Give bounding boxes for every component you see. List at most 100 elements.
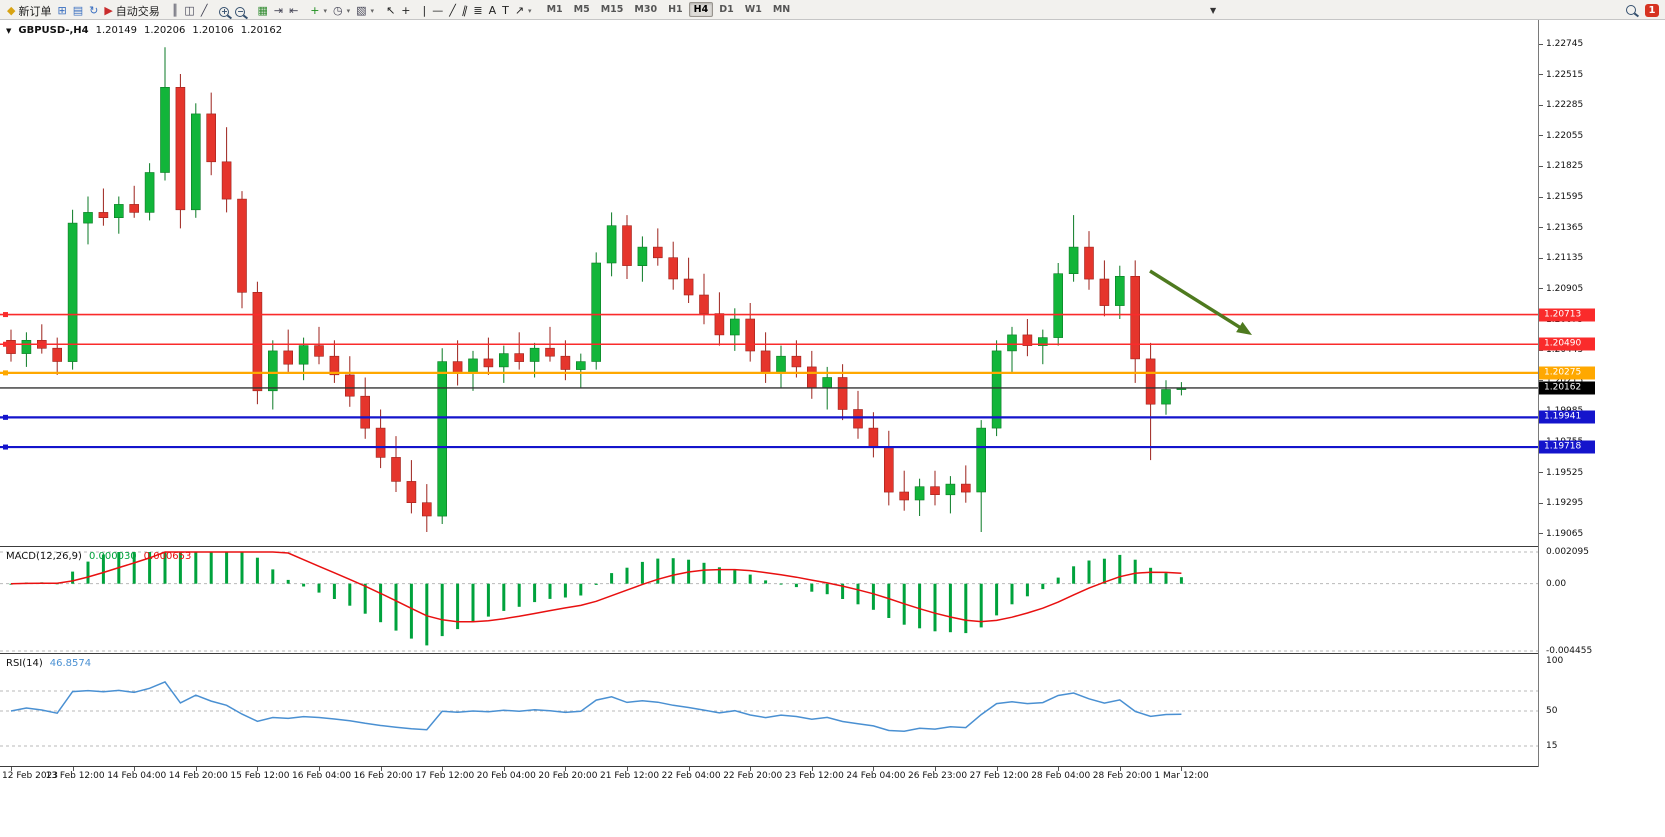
macd-panel-canvas[interactable] <box>0 547 1538 653</box>
toolbar-overflow-chevron-icon[interactable]: ▼ <box>1210 6 1217 15</box>
macd-histogram-bar <box>625 567 629 584</box>
vertical-line-icon[interactable]: | <box>420 3 430 19</box>
candle <box>1053 263 1063 346</box>
zoom-in-icon[interactable]: + <box>216 4 232 20</box>
trendline-icon[interactable]: ╱ <box>446 3 459 19</box>
macd-histogram-bar <box>1179 577 1183 584</box>
zoom-out-icon[interactable]: − <box>232 4 248 20</box>
panel-separator[interactable] <box>0 653 1602 654</box>
timeframe-mn[interactable]: MN <box>772 4 791 15</box>
price-chart-canvas[interactable] <box>0 20 1538 546</box>
time-label: 22 Feb 20:00 <box>723 771 783 781</box>
price-scale-label: 1.22285 <box>1546 100 1584 111</box>
price-scale-label: 1.19295 <box>1546 498 1584 509</box>
timeframe-h1[interactable]: H1 <box>668 4 683 15</box>
macd-histogram-bar <box>502 583 506 611</box>
macd-histogram-bar <box>440 583 444 637</box>
horizontal-line-icon[interactable]: — <box>429 3 446 19</box>
macd-histogram-bar <box>918 583 922 629</box>
cursor-icon[interactable]: ↖ <box>383 3 398 19</box>
candle <box>98 188 109 226</box>
notification-badge[interactable]: 1 <box>1645 3 1659 17</box>
macd-histogram-bar <box>409 583 413 639</box>
panel-separator[interactable] <box>0 546 1602 547</box>
macd-histogram-bar <box>1087 560 1091 584</box>
arrows-icon[interactable]: ↗ ▾ <box>512 3 535 19</box>
symbol-menu-icon[interactable]: ▼ <box>6 26 12 35</box>
time-label: 14 Feb 20:00 <box>168 771 228 781</box>
price-tick <box>1539 227 1543 229</box>
dropdown-arrow-icon: ▾ <box>370 7 375 15</box>
channel-icon[interactable]: ∥ <box>459 3 471 19</box>
line-anchor-marker <box>3 414 8 420</box>
candle <box>360 377 371 439</box>
fibonacci-icon-glyph: ≣ <box>473 4 483 17</box>
panel-separator[interactable] <box>0 766 1602 767</box>
line-chart-icon[interactable]: ╱ <box>198 3 211 19</box>
market-watch-icon-glyph: ▤ <box>72 4 84 17</box>
trend-arrow[interactable] <box>1149 269 1246 332</box>
candle <box>1099 260 1110 317</box>
text-icon[interactable]: A <box>486 3 500 19</box>
market-watch-icon[interactable]: ▤ <box>70 3 86 19</box>
candle <box>267 340 278 410</box>
bar-chart-icon[interactable]: ║ <box>169 3 182 19</box>
time-label: 14 Feb 04:00 <box>107 771 167 781</box>
macd-histogram-bar <box>1102 558 1106 584</box>
crosshair-icon-glyph: + <box>401 4 411 17</box>
label-icon-glyph: T <box>502 4 509 17</box>
autotrading-button-label: 自动交易 <box>115 5 160 18</box>
macd-scale-label: 0.00 <box>1546 578 1567 589</box>
timeframe-m1[interactable]: M1 <box>546 4 563 15</box>
dropdown-arrow-icon: ▾ <box>323 7 328 15</box>
timeframe-m30[interactable]: M30 <box>634 4 658 15</box>
chart-shift-icon[interactable]: ⇤ <box>286 3 301 19</box>
price-tick <box>1539 380 1543 382</box>
autotrading-button[interactable]: ▶ 自动交易 <box>101 3 162 19</box>
macd-histogram-bar <box>1072 566 1076 584</box>
macd-histogram-bar <box>132 552 136 584</box>
candle <box>1084 231 1094 290</box>
timeframe-w1[interactable]: W1 <box>744 4 762 15</box>
timeframe-m5[interactable]: M5 <box>573 4 590 15</box>
chart-window: ▼ GBPUSD-,H4 1.20149 1.20206 1.20106 1.2… <box>0 20 1602 787</box>
time-tick <box>134 767 136 771</box>
indicators-icon[interactable]: + ▾ <box>307 3 330 19</box>
rsi-scale-label: 15 <box>1546 741 1558 751</box>
macd-histogram-bar <box>209 552 213 584</box>
rsi-panel-canvas[interactable] <box>0 654 1538 766</box>
macd-histogram-bar <box>1118 554 1122 584</box>
templates-icon[interactable]: ▧ ▾ <box>353 3 377 19</box>
search-icon[interactable] <box>1626 5 1636 15</box>
time-tick <box>72 767 74 771</box>
label-icon[interactable]: T <box>499 3 512 19</box>
timeframe-d1[interactable]: D1 <box>719 4 734 15</box>
refresh-icon[interactable]: ↻ <box>86 3 101 19</box>
chart-window-icon[interactable]: ⊞ <box>54 3 69 19</box>
macd-histogram-bar <box>302 583 306 587</box>
macd-histogram-bar <box>964 583 968 634</box>
macd-histogram-bar <box>717 567 721 584</box>
time-label: 13 Feb 12:00 <box>45 771 105 781</box>
auto-scroll-icon[interactable]: ⇥ <box>271 3 286 19</box>
time-tick <box>11 767 12 771</box>
price-scale-label: 1.22745 <box>1546 39 1584 49</box>
tile-windows-icon[interactable]: ▦ <box>254 3 270 19</box>
price-scale[interactable]: 1.22745 1.22515 1.22285 1.22055 1.21825 1.215… <box>1538 20 1602 767</box>
price-tick <box>1539 288 1543 290</box>
candle <box>160 47 170 181</box>
timeframe-h4[interactable]: H4 <box>688 2 714 17</box>
time-label: 28 Feb 20:00 <box>1092 771 1152 781</box>
candle <box>606 212 617 277</box>
candlestick-chart-icon[interactable]: ◫ <box>181 3 197 19</box>
timeframe-m15[interactable]: M15 <box>600 4 624 15</box>
macd-histogram-bar <box>255 557 259 584</box>
macd-histogram-bar <box>579 583 583 596</box>
line-anchor-marker <box>3 444 8 450</box>
fibonacci-icon[interactable]: ≣ <box>470 3 485 19</box>
cursor-icon-glyph: ↖ <box>386 4 396 17</box>
new-order-button[interactable]: ◆ 新订单 <box>4 3 54 19</box>
time-axis[interactable]: 12 Feb 2023 13 Feb 12:00 14 Feb 04:00 14 Fe… <box>0 767 1602 787</box>
periods-icon[interactable]: ◷ ▾ <box>330 3 353 19</box>
crosshair-icon[interactable]: + <box>398 3 413 19</box>
